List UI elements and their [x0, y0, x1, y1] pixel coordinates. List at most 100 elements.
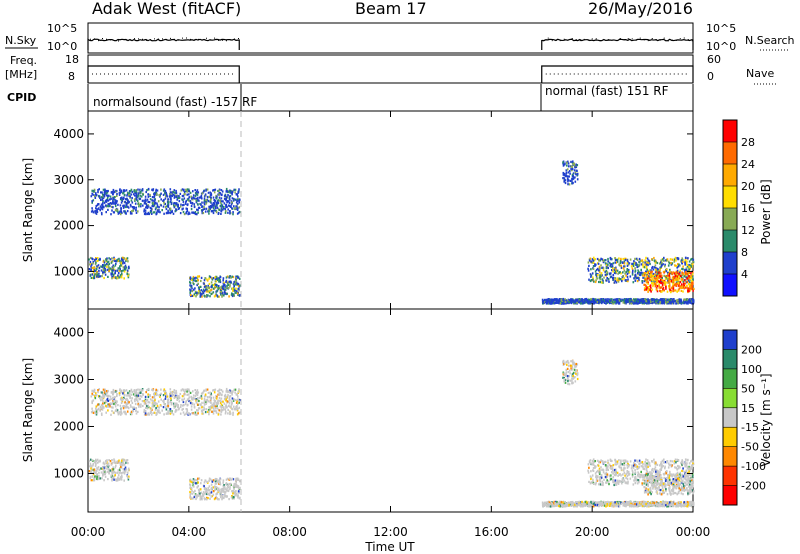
velocity-echo-cell — [132, 410, 134, 413]
velocity-echo-cell — [219, 392, 222, 395]
velocity-echo-cell — [226, 401, 228, 404]
velocity-echo-cell — [201, 406, 203, 409]
power-echo-cell — [123, 277, 125, 280]
power-echo-cell — [155, 206, 157, 209]
velocity-echo-cell — [120, 408, 122, 411]
velocity-echo-cell — [208, 396, 211, 399]
power-echo-cell — [203, 282, 205, 285]
power-echo-cell — [109, 195, 112, 198]
power-echo-cell — [558, 302, 560, 305]
power-echo-cell — [123, 196, 125, 199]
velocity-echo-cell — [95, 459, 98, 462]
velocity-echo-cell — [91, 400, 93, 403]
velocity-echo-cell — [129, 413, 132, 416]
power-echo-cell — [590, 268, 592, 271]
velocity-echo-cell — [237, 485, 240, 488]
power-echo-cell — [666, 302, 668, 305]
power-echo-cell — [664, 277, 667, 280]
velocity-echo-cell — [196, 409, 198, 412]
power-echo-cell — [634, 267, 636, 270]
power-echo-cell — [205, 189, 207, 192]
power-echo-cell — [665, 270, 668, 273]
power-echo-cell — [100, 211, 103, 215]
power-echo-cell — [621, 280, 623, 283]
velocity-echo-cell — [158, 406, 160, 409]
power-echo-cell — [676, 278, 678, 281]
velocity-echo-cell — [145, 403, 148, 406]
power-echo-cell — [565, 169, 568, 172]
power-echo-cell — [185, 201, 187, 204]
radar-title: Adak West (fitACF) — [92, 0, 241, 18]
velocity-echo-cell — [145, 413, 147, 416]
velocity-echo-cell — [210, 398, 212, 401]
power-echo-cell — [219, 192, 222, 195]
power-echo-cell — [226, 201, 228, 204]
power-echo-cell — [110, 213, 112, 216]
velocity-echo-cell — [149, 407, 152, 410]
power-echo-cell — [562, 161, 564, 164]
power-echo-cell — [133, 190, 135, 193]
power-echo-cell — [657, 274, 660, 277]
power-echo-cell — [610, 298, 612, 301]
power-echo-cell — [662, 258, 664, 261]
power-echo-cell — [185, 212, 187, 215]
velocity-echo-cell — [125, 406, 128, 409]
velocity-echo-cell — [120, 459, 123, 462]
power-echo-cell — [108, 269, 110, 272]
power-echo-cell — [189, 291, 191, 294]
velocity-echo-cell — [230, 496, 233, 499]
power-echo-cell — [117, 272, 120, 275]
power-echo-cell — [613, 278, 616, 281]
velocity-echo-cell — [209, 391, 211, 394]
power-echo-cell — [658, 280, 660, 283]
velocity-echo-cell — [153, 411, 156, 414]
nsky-label: N.Sky — [5, 34, 37, 47]
velocity-echo-cell — [123, 396, 125, 399]
velocity-echo-cell — [105, 392, 108, 395]
velocity-echo-cell — [150, 408, 153, 411]
velocity-echo-cell — [122, 459, 124, 462]
power-echo-cell — [633, 262, 635, 265]
power-echo-cell — [600, 272, 603, 275]
power-echo-cell — [687, 289, 689, 293]
power-echo-cell — [605, 279, 608, 282]
power-echo-cell — [194, 189, 196, 192]
power-echo-cell — [650, 273, 653, 276]
velocity-echo-cell — [107, 465, 110, 468]
power-echo-cell — [212, 277, 215, 280]
power-echo-cell — [640, 298, 642, 301]
power-echo-cell — [604, 270, 606, 273]
power-echo-cell — [135, 206, 137, 209]
power-echo-cell — [682, 280, 685, 283]
velocity-echo-cell — [187, 398, 189, 401]
power-echo-cell — [685, 269, 688, 272]
velocity-echo-cell — [114, 474, 116, 477]
velocity-echo-cell — [196, 392, 199, 395]
power-echo-cell — [590, 301, 592, 304]
power-echo-cell — [220, 209, 222, 212]
velocity-echo-cell — [133, 398, 136, 401]
velocity-echo-cell — [221, 496, 224, 500]
power-echo-cell — [626, 262, 628, 265]
power-echo-cell — [691, 257, 693, 261]
velocity-echo-cell — [210, 491, 213, 494]
power-colorbar-swatch — [723, 142, 737, 165]
velocity-echo-cell — [222, 408, 224, 412]
power-colorbar-label: 8 — [741, 246, 748, 259]
power-echo-cell — [223, 288, 226, 291]
power-echo-cell — [111, 257, 113, 260]
velocity-echo-cell — [632, 500, 635, 504]
power-echo-cell — [107, 268, 109, 271]
power-echo-cell — [619, 271, 621, 274]
power-echo-cell — [566, 299, 569, 302]
velocity-echo-cell — [151, 388, 153, 391]
velocity-echo-cell — [115, 409, 117, 412]
velocity-echo-cell — [171, 393, 173, 396]
power-echo-cell — [607, 300, 610, 303]
power-echo-cell — [636, 265, 638, 269]
power-echo-cell — [233, 188, 235, 191]
power-echo-cell — [231, 292, 233, 295]
velocity-echo-cell — [189, 490, 191, 494]
power-echo-cell — [662, 280, 665, 283]
power-echo-cell — [210, 198, 212, 201]
